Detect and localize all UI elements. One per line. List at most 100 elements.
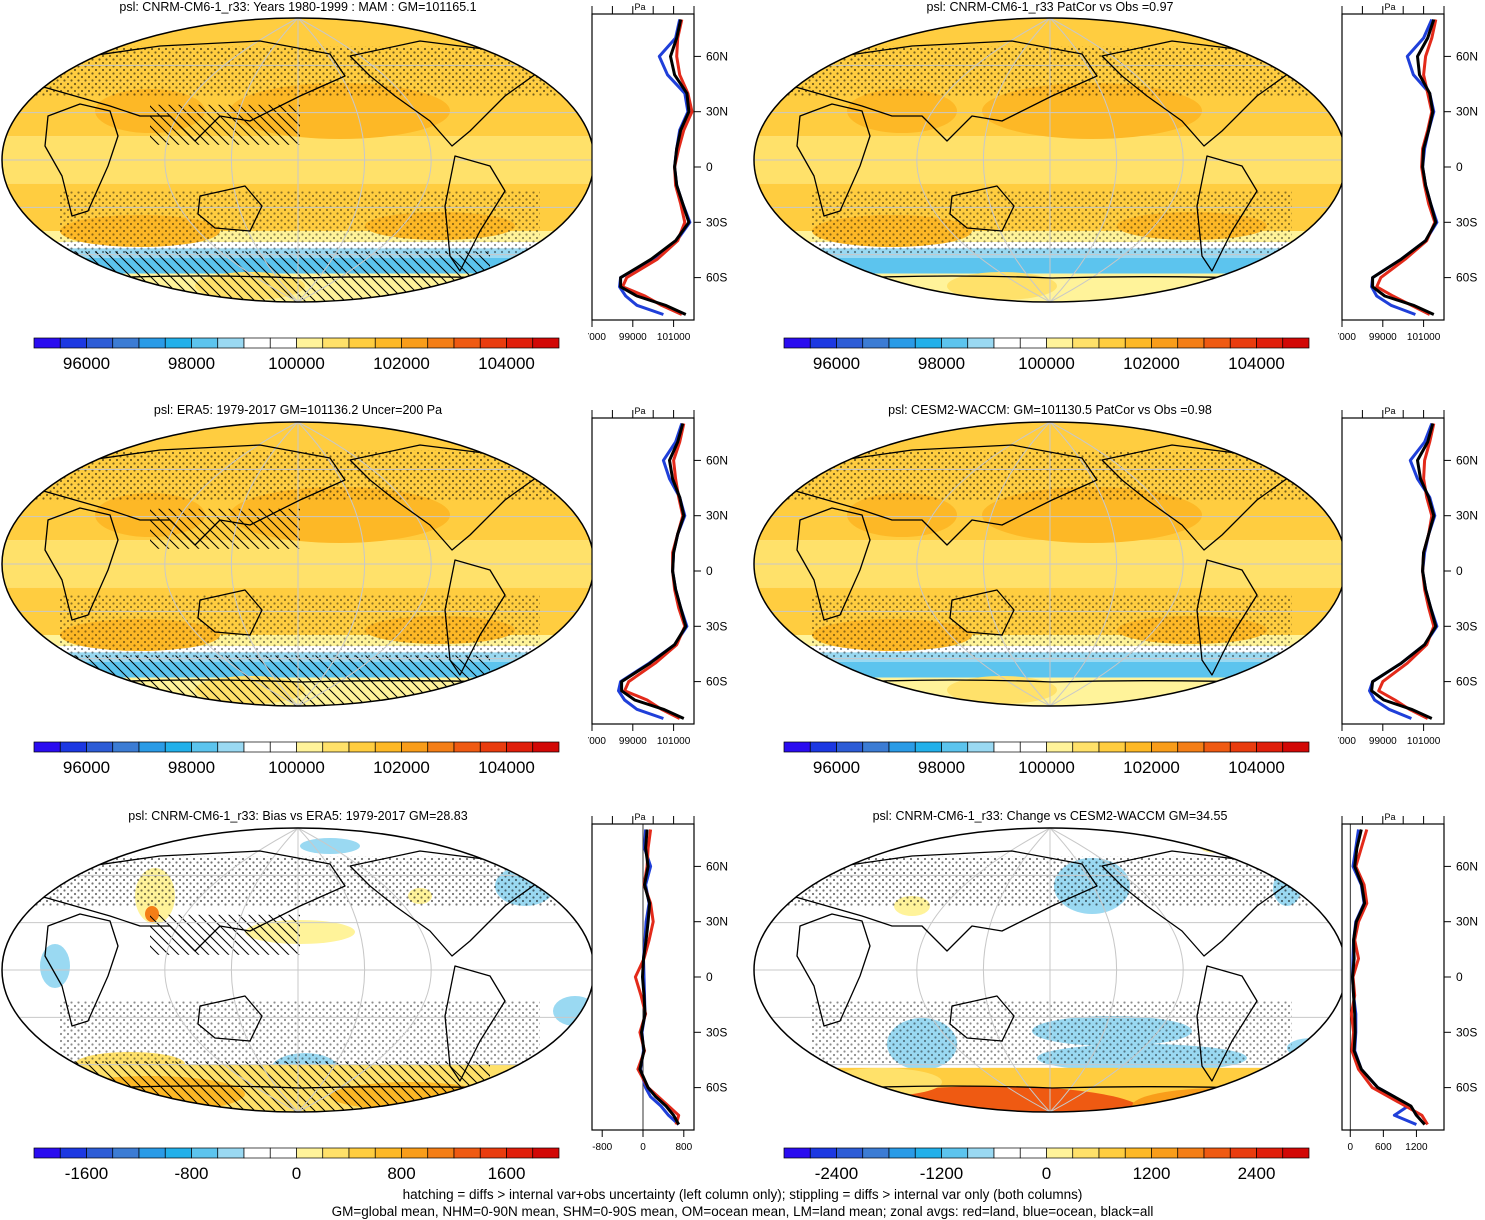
colorbar-cell [506,337,534,349]
colorbar-label: 98000 [918,354,965,373]
colorbar-cell [401,337,429,349]
colorbar-cell [479,337,507,349]
profile-x-tick-label: 97000 [588,736,606,747]
profile-unit-label: Pa [1384,2,1395,12]
high-asia [847,89,957,133]
stippling [812,595,1292,659]
profile-lat-tick-label: 30S [1456,619,1477,633]
stippling [812,1001,1292,1065]
profile-lat-tick-label: 60N [1456,49,1478,63]
profile-lat-tick-label: 30S [1456,1025,1477,1039]
colorbar-cell [993,337,1021,349]
coast-africa [44,103,119,217]
colorbar-cell [269,1147,297,1159]
profile-lat-tick-label: 30S [706,1025,727,1039]
colorbar-cell [59,741,87,753]
colorbar-cell [1151,1147,1179,1159]
colorbar-cell [1229,337,1257,349]
coast-eurasia [39,850,346,952]
colorbar-cell [243,337,271,349]
zonal-profile-6: Pa 0 600 1200 60N 30N 0 30S 60S [1341,812,1478,1153]
colorbar-cell [1177,337,1205,349]
colorbar-cell [532,337,560,349]
colorbar-cell [532,1147,560,1159]
map-4 [753,421,1347,707]
colorbar-label: 800 [387,1164,415,1183]
colorbar-cell [243,741,271,753]
profile-lat-tick-label: 60S [706,271,727,285]
profile-lat-tick-label: 30N [1456,915,1478,929]
change-southern-ocean [822,1068,942,1096]
colorbar-cell [86,741,114,753]
footer-line-2: GM=global mean, NHM=0-90N mean, SHM=0-90… [331,1204,1154,1219]
coast-greenland [1251,25,1303,62]
hatching [150,508,300,549]
colorbar-label: -1200 [920,1164,963,1183]
colorbar-label: 102000 [373,758,430,777]
zonal-profile-5: Pa -800 0 800 60N 30N 0 30S 60S [591,812,728,1153]
profile-lat-tick-label: 30N [706,915,728,929]
colorbar-label: 98000 [168,354,215,373]
colorbar-cell [1282,1147,1310,1159]
coast-africa [44,507,119,621]
graticule [2,422,594,706]
colorbar-label: 102000 [1123,758,1180,777]
map-title-6: psl: CNRM-CM6-1_r33: Change vs CESM2-WAC… [872,809,1228,823]
colorbar-cell [86,1147,114,1159]
colorbar-cell [809,741,837,753]
colorbar-cell [479,1147,507,1159]
map-title-1: psl: CNRM-CM6-1_r33: Years 1980-1999 : M… [119,0,477,14]
profile-unit-label: Pa [1384,812,1395,822]
colorbar-label: 104000 [478,758,535,777]
profile-x-tick-label: 101000 [657,332,691,343]
colorbar-cell [427,337,455,349]
colorbar-cell [1098,337,1126,349]
coast-australia [197,995,263,1042]
profile-line-all [620,423,688,720]
colorbar-cell [1098,1147,1126,1159]
colorbar-cell [217,741,245,753]
coast-greenland [1251,835,1303,872]
coast-australia [949,995,1015,1042]
colorbar-cell [1282,337,1310,349]
colorbar-cell [59,1147,87,1159]
profile-lat-tick-label: 0 [706,564,713,578]
coast-north-america [1101,850,1293,957]
coast-south-america [444,155,506,272]
colorbar-cell [453,741,481,753]
coast-south-america [1196,155,1258,272]
coast-greenland [499,835,551,872]
change-negative-south-atlantic [1287,1038,1337,1058]
antarctic-plateau [947,272,1057,300]
map-title-3: psl: ERA5: 1979-2017 GM=101136.2 Uncer=2… [153,403,443,417]
coast-australia [197,589,263,636]
profile-lat-tick-label: 30S [706,619,727,633]
colorbar-label: 96000 [813,758,860,777]
high-north-pacific [982,487,1202,543]
colorbar-cell [1229,1147,1257,1159]
colorbar-cell [941,337,969,349]
colorbar-1: 96000 98000 100000 102000 104000 [33,337,560,373]
colorbar-cell [112,1147,140,1159]
coast-africa [796,103,871,217]
high-north-pacific [982,83,1202,139]
colorbar-cell [427,741,455,753]
colorbar-cell [809,1147,837,1159]
coast-north-america [349,850,541,957]
colorbar-cell [941,741,969,753]
colorbar-label: 1200 [1133,1164,1171,1183]
colorbar-label: -1600 [65,1164,108,1183]
colorbar-cell [401,1147,429,1159]
profile-lat-tick-label: 0 [1456,160,1463,174]
colorbar-label: 102000 [373,354,430,373]
colorbar-cell [1124,741,1152,753]
profile-frame [591,417,695,725]
colorbar-cell [1046,1147,1074,1159]
colorbar-cell [1282,741,1310,753]
coast-greenland [499,25,551,62]
colorbar-cell [1203,337,1231,349]
map-title-2: psl: CNRM-CM6-1_r33 PatCor vs Obs =0.97 [926,0,1174,14]
colorbar-label: 96000 [63,354,110,373]
colorbar-cell [1046,337,1074,349]
colorbar-cell [138,337,166,349]
